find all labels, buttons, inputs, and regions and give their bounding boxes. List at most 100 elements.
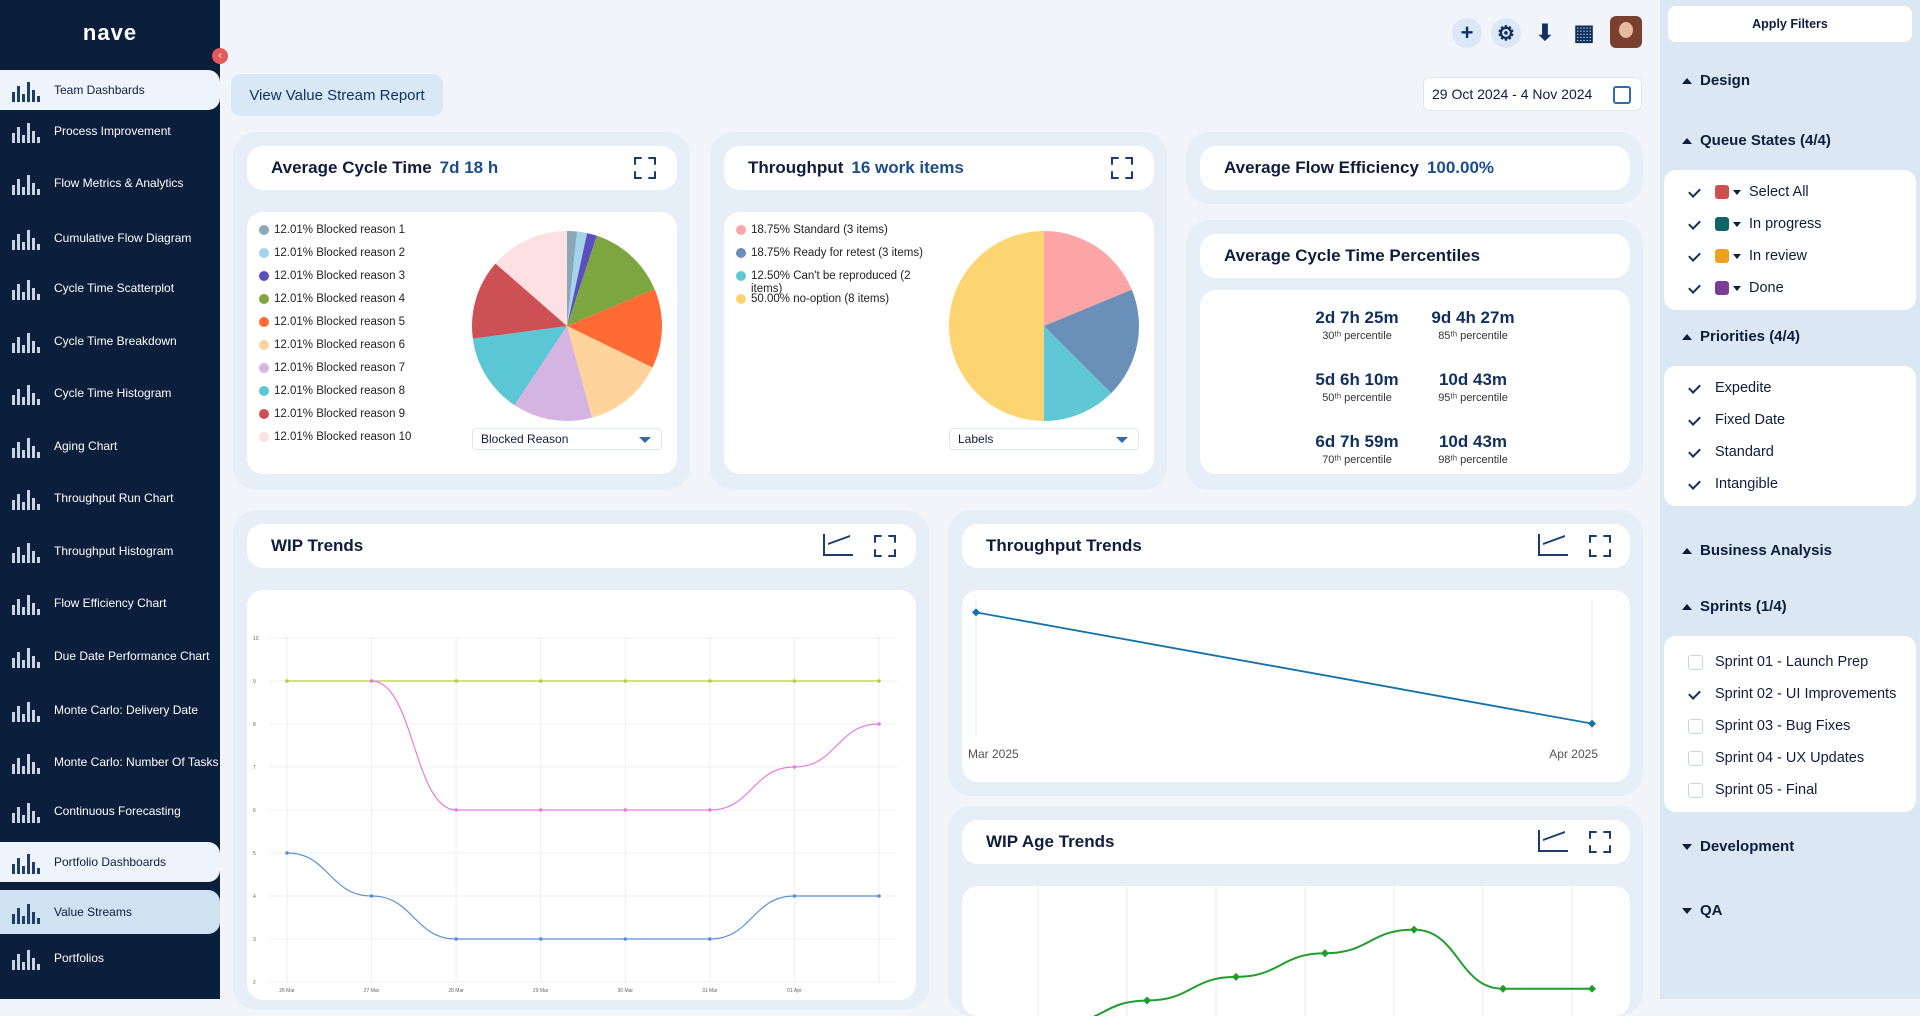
layout-icon[interactable]: ▦ xyxy=(1573,20,1595,45)
data-point[interactable] xyxy=(369,894,374,898)
pie-slice[interactable] xyxy=(567,289,662,368)
sidebar-item-continuous-forecasting[interactable]: Continuous Forecasting xyxy=(0,793,220,829)
data-point[interactable] xyxy=(454,808,458,812)
data-point[interactable] xyxy=(623,679,628,683)
priority-option[interactable]: Expedite xyxy=(1688,380,1771,396)
data-point[interactable] xyxy=(538,937,543,941)
sidebar-item-portfolio-dashboards[interactable]: Portfolio Dashboards xyxy=(0,842,220,882)
filter-section-design[interactable]: Design xyxy=(1682,72,1750,89)
sidebar-item-aging-chart[interactable]: Aging Chart xyxy=(0,428,220,464)
sidebar-item-portfolios[interactable]: Portfolios xyxy=(0,938,220,978)
pie-slice[interactable] xyxy=(1044,231,1132,326)
pie-slice[interactable] xyxy=(567,231,578,326)
sidebar-item-cycle-time-scatterplot[interactable]: Cycle Time Scatterplot xyxy=(0,270,220,306)
sidebar-item-due-date-performance[interactable]: Due Date Performance Chart xyxy=(0,636,220,676)
priority-option[interactable]: Intangible xyxy=(1688,476,1778,492)
pie-slice[interactable] xyxy=(567,326,653,418)
checkbox[interactable] xyxy=(1688,654,1703,670)
pie-slice[interactable] xyxy=(495,231,567,326)
sidebar-item-team-dashboards[interactable]: Team Dashbards xyxy=(0,70,220,110)
checkbox[interactable] xyxy=(1688,381,1703,396)
data-point[interactable] xyxy=(877,894,881,898)
pie-slice[interactable] xyxy=(514,326,592,421)
chevron-down-icon[interactable] xyxy=(1733,189,1741,195)
sidebar-item-flow-metrics[interactable]: Flow Metrics & Analytics xyxy=(0,165,220,201)
queue-state-option[interactable]: In progress xyxy=(1688,216,1822,232)
sidebar-item-flow-efficiency-chart[interactable]: Flow Efficiency Chart xyxy=(0,585,220,621)
color-swatch[interactable] xyxy=(1715,249,1729,263)
checkbox[interactable] xyxy=(1688,445,1703,460)
queue-state-option[interactable]: Done xyxy=(1688,280,1784,296)
data-point[interactable] xyxy=(1321,949,1329,958)
data-point[interactable] xyxy=(454,937,458,941)
filter-section-qa[interactable]: QA xyxy=(1682,902,1723,919)
data-point[interactable] xyxy=(708,679,712,683)
pie-slice[interactable] xyxy=(949,231,1044,421)
data-point[interactable] xyxy=(972,608,980,617)
pie-slice[interactable] xyxy=(567,235,655,326)
checkbox[interactable] xyxy=(1688,281,1703,296)
chevron-down-icon[interactable] xyxy=(1733,285,1741,291)
data-point[interactable] xyxy=(708,808,712,812)
data-point[interactable] xyxy=(1588,984,1596,993)
pie-slice[interactable] xyxy=(567,231,588,326)
data-point[interactable] xyxy=(877,722,881,726)
pie-slice[interactable] xyxy=(567,233,597,326)
download-icon[interactable]: ⬇ xyxy=(1535,20,1555,45)
chevron-down-icon[interactable] xyxy=(1733,221,1741,227)
checkbox[interactable] xyxy=(1688,718,1703,734)
data-point[interactable] xyxy=(285,679,289,683)
data-point[interactable] xyxy=(623,937,628,941)
sidebar-item-throughput-run-chart[interactable]: Throughput Run Chart xyxy=(0,480,220,516)
user-avatar[interactable] xyxy=(1610,16,1642,48)
sidebar-item-cycle-time-histogram[interactable]: Cycle Time Histogram xyxy=(0,375,220,411)
checkbox[interactable] xyxy=(1688,782,1703,798)
data-point[interactable] xyxy=(285,851,289,855)
checkbox[interactable] xyxy=(1688,185,1703,200)
blocked-reason-select[interactable]: Blocked Reason xyxy=(472,428,662,450)
sidebar-item-monte-carlo-tasks[interactable]: Monte Carlo: Number Of Tasks xyxy=(0,742,220,782)
calendar-icon[interactable] xyxy=(1613,86,1631,104)
apply-filters-button[interactable]: Apply Filters xyxy=(1668,6,1912,42)
data-point[interactable] xyxy=(454,679,458,683)
filter-section-sprints[interactable]: Sprints (1/4) xyxy=(1682,598,1787,615)
data-point[interactable] xyxy=(1143,996,1151,1005)
queue-state-option[interactable]: Select All xyxy=(1688,184,1809,200)
pie-slice[interactable] xyxy=(472,326,567,406)
checkbox[interactable] xyxy=(1688,687,1703,702)
data-point[interactable] xyxy=(792,679,797,683)
color-swatch[interactable] xyxy=(1715,281,1729,295)
priority-option[interactable]: Fixed Date xyxy=(1688,412,1785,428)
data-point[interactable] xyxy=(538,808,543,812)
data-point[interactable] xyxy=(1232,972,1240,981)
checkbox[interactable] xyxy=(1688,217,1703,232)
sprint-option[interactable]: Sprint 05 - Final xyxy=(1688,782,1817,798)
trend-chart-icon[interactable] xyxy=(1538,534,1568,556)
sprint-option[interactable]: Sprint 03 - Bug Fixes xyxy=(1688,718,1850,734)
filter-section-priorities[interactable]: Priorities (4/4) xyxy=(1682,328,1800,345)
filter-section-queue-states[interactable]: Queue States (4/4) xyxy=(1682,132,1831,149)
checkbox[interactable] xyxy=(1688,477,1703,492)
checkbox[interactable] xyxy=(1688,750,1703,766)
data-point[interactable] xyxy=(369,679,374,683)
data-point[interactable] xyxy=(792,894,797,898)
data-point[interactable] xyxy=(538,679,543,683)
sidebar-item-cumulative-flow[interactable]: Cumulative Flow Diagram xyxy=(0,217,220,259)
queue-state-option[interactable]: In review xyxy=(1688,248,1807,264)
sprint-option[interactable]: Sprint 02 - UI Improvements xyxy=(1688,686,1896,702)
labels-select[interactable]: Labels xyxy=(949,428,1139,450)
data-point[interactable] xyxy=(1410,925,1418,934)
sidebar-item-process-improvement[interactable]: Process Improvement xyxy=(0,113,220,149)
data-point[interactable] xyxy=(708,937,712,941)
sprint-option[interactable]: Sprint 04 - UX Updates xyxy=(1688,750,1864,766)
view-value-stream-report-button[interactable]: View Value Stream Report xyxy=(231,74,443,116)
color-swatch[interactable] xyxy=(1715,185,1729,199)
pie-slice[interactable] xyxy=(1044,326,1112,421)
pie-slice[interactable] xyxy=(472,263,567,339)
filter-section-business-analysis[interactable]: Business Analysis xyxy=(1682,542,1832,559)
app-logo[interactable]: nave xyxy=(82,20,138,45)
color-swatch[interactable] xyxy=(1715,217,1729,231)
chevron-down-icon[interactable] xyxy=(1733,253,1741,259)
data-point[interactable] xyxy=(623,808,628,812)
trend-chart-icon[interactable] xyxy=(823,534,853,556)
